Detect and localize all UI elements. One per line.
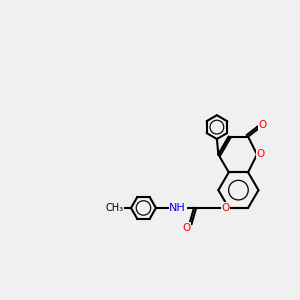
- Text: O: O: [259, 120, 267, 130]
- Text: O: O: [182, 223, 191, 233]
- Text: NH: NH: [169, 203, 186, 213]
- Text: O: O: [256, 149, 265, 160]
- Text: CH₃: CH₃: [105, 203, 123, 213]
- Text: O: O: [221, 203, 229, 213]
